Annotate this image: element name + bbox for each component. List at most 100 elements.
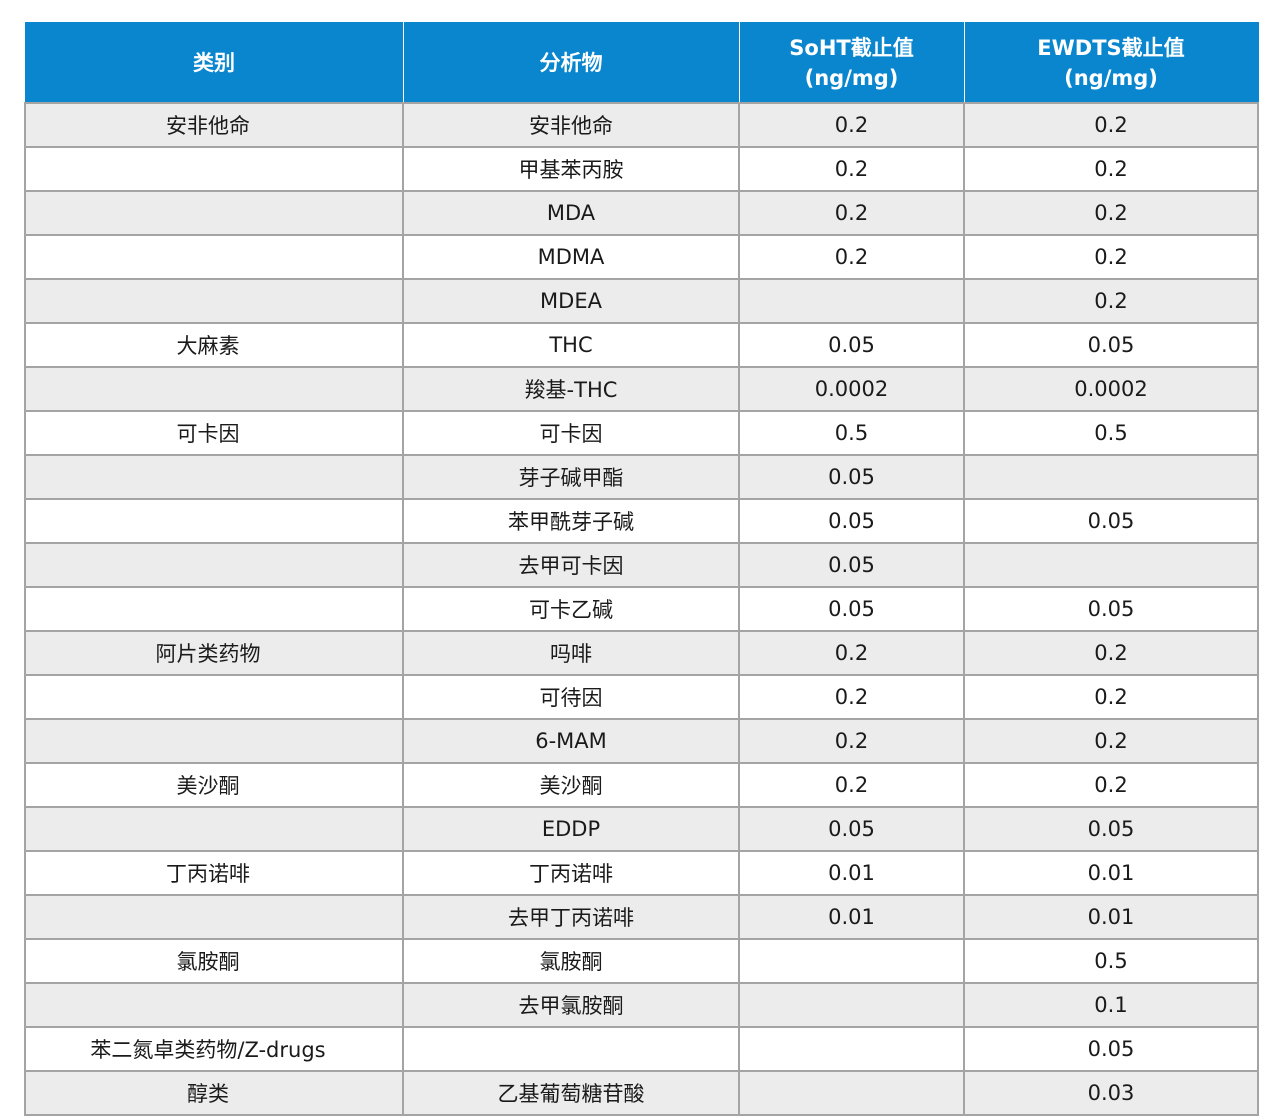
header-line: EWDTS截止值 bbox=[1037, 35, 1185, 60]
table-row: 去甲可卡因 0.05 bbox=[24, 542, 1259, 588]
table-row: 美沙酮 美沙酮 0.2 0.2 bbox=[24, 762, 1259, 808]
analyte-cell: 可待因 bbox=[402, 674, 740, 720]
category-cell: 氯胺酮 bbox=[24, 938, 404, 984]
category-cell bbox=[24, 366, 404, 412]
ewdts-cutoff-cell bbox=[963, 454, 1259, 500]
header-line: 分析物 bbox=[539, 50, 603, 75]
category-cell: 可卡因 bbox=[24, 410, 404, 456]
soht-cutoff-cell bbox=[738, 982, 965, 1028]
ewdts-cutoff-cell: 0.5 bbox=[963, 410, 1259, 456]
analyte-cell: 苯甲酰芽子碱 bbox=[402, 498, 740, 544]
ewdts-cutoff-cell: 0.2 bbox=[963, 234, 1259, 280]
analyte-cell: 吗啡 bbox=[402, 630, 740, 676]
soht-cutoff-cell: 0.0002 bbox=[738, 366, 965, 412]
ewdts-cutoff-cell: 0.01 bbox=[963, 894, 1259, 940]
category-cell bbox=[24, 454, 404, 500]
header-line: (ng/mg) bbox=[804, 65, 899, 90]
table-row: 大麻素 THC 0.05 0.05 bbox=[24, 322, 1259, 368]
analyte-cell bbox=[402, 1026, 740, 1072]
category-cell bbox=[24, 586, 404, 632]
category-cell bbox=[24, 278, 404, 324]
soht-cutoff-cell: 0.5 bbox=[738, 410, 965, 456]
soht-cutoff-cell: 0.05 bbox=[738, 454, 965, 500]
analyte-cell: 6-MAM bbox=[402, 718, 740, 764]
analyte-cell: THC bbox=[402, 322, 740, 368]
table-row: 芽子碱甲酯 0.05 bbox=[24, 454, 1259, 500]
category-cell bbox=[24, 542, 404, 588]
ewdts-cutoff-cell: 0.2 bbox=[963, 630, 1259, 676]
analyte-cell: MDA bbox=[402, 190, 740, 236]
table-row: 去甲氯胺酮 0.1 bbox=[24, 982, 1259, 1028]
table-row: 去甲丁丙诺啡 0.01 0.01 bbox=[24, 894, 1259, 940]
category-cell: 丁丙诺啡 bbox=[24, 850, 404, 896]
analyte-cell: 美沙酮 bbox=[402, 762, 740, 808]
table-row: 可待因 0.2 0.2 bbox=[24, 674, 1259, 720]
category-cell: 大麻素 bbox=[24, 322, 404, 368]
category-cell: 美沙酮 bbox=[24, 762, 404, 808]
ewdts-cutoff-cell: 0.2 bbox=[963, 190, 1259, 236]
analyte-cell: 羧基-THC bbox=[402, 366, 740, 412]
table-row: 阿片类药物 吗啡 0.2 0.2 bbox=[24, 630, 1259, 676]
ewdts-cutoff-cell: 0.2 bbox=[963, 718, 1259, 764]
table-row: 苯二氮卓类药物/Z-drugs 0.05 bbox=[24, 1026, 1259, 1072]
table-body: 安非他命 安非他命 0.2 0.2 甲基苯丙胺 0.2 0.2 MDA 0.2 0.2 MDMA 0.… bbox=[24, 102, 1259, 1116]
category-cell: 醇类 bbox=[24, 1070, 404, 1116]
table-row: 羧基-THC 0.0002 0.0002 bbox=[24, 366, 1259, 412]
category-cell: 阿片类药物 bbox=[24, 630, 404, 676]
analyte-cell: 可卡乙碱 bbox=[402, 586, 740, 632]
category-cell bbox=[24, 674, 404, 720]
ewdts-cutoff-cell: 0.05 bbox=[963, 322, 1259, 368]
category-cell bbox=[24, 498, 404, 544]
soht-cutoff-cell: 0.05 bbox=[738, 586, 965, 632]
analyte-cell: 安非他命 bbox=[402, 102, 740, 148]
soht-cutoff-cell: 0.2 bbox=[738, 630, 965, 676]
ewdts-cutoff-cell: 0.05 bbox=[963, 586, 1259, 632]
analyte-cell: 氯胺酮 bbox=[402, 938, 740, 984]
ewdts-cutoff-cell: 0.1 bbox=[963, 982, 1259, 1028]
soht-cutoff-cell: 0.05 bbox=[738, 806, 965, 852]
soht-cutoff-cell: 0.2 bbox=[738, 718, 965, 764]
category-cell: 安非他命 bbox=[24, 102, 404, 148]
category-cell bbox=[24, 982, 404, 1028]
soht-cutoff-cell: 0.01 bbox=[738, 894, 965, 940]
category-cell bbox=[24, 718, 404, 764]
table-row: MDA 0.2 0.2 bbox=[24, 190, 1259, 236]
analyte-cell: MDEA bbox=[402, 278, 740, 324]
header-line: 类别 bbox=[193, 50, 235, 75]
analyte-cell: 去甲氯胺酮 bbox=[402, 982, 740, 1028]
soht-cutoff-cell: 0.05 bbox=[738, 322, 965, 368]
ewdts-cutoff-cell: 0.0002 bbox=[963, 366, 1259, 412]
table-row: 丁丙诺啡 丁丙诺啡 0.01 0.01 bbox=[24, 850, 1259, 896]
category-cell: 苯二氮卓类药物/Z-drugs bbox=[24, 1026, 404, 1072]
soht-cutoff-cell: 0.2 bbox=[738, 762, 965, 808]
table-header: 类别 分析物 SoHT截止值 (ng/mg) EWDTS截止值 (ng/mg) bbox=[24, 22, 1259, 104]
ewdts-cutoff-cell: 0.5 bbox=[963, 938, 1259, 984]
analyte-cell: 去甲可卡因 bbox=[402, 542, 740, 588]
analyte-cell: 乙基葡萄糖苷酸 bbox=[402, 1070, 740, 1116]
table-row: 可卡乙碱 0.05 0.05 bbox=[24, 586, 1259, 632]
ewdts-cutoff-cell: 0.05 bbox=[963, 806, 1259, 852]
category-cell bbox=[24, 806, 404, 852]
header-line: (ng/mg) bbox=[1064, 65, 1158, 90]
table-row: EDDP 0.05 0.05 bbox=[24, 806, 1259, 852]
table-row: 苯甲酰芽子碱 0.05 0.05 bbox=[24, 498, 1259, 544]
ewdts-cutoff-cell: 0.2 bbox=[963, 674, 1259, 720]
table-row: 氯胺酮 氯胺酮 0.5 bbox=[24, 938, 1259, 984]
table-row: 6-MAM 0.2 0.2 bbox=[24, 718, 1259, 764]
analyte-cell: 可卡因 bbox=[402, 410, 740, 456]
category-cell bbox=[24, 190, 404, 236]
ewdts-cutoff-cell: 0.05 bbox=[963, 498, 1259, 544]
ewdts-cutoff-cell: 0.2 bbox=[963, 102, 1259, 148]
soht-cutoff-cell bbox=[738, 1026, 965, 1072]
header-soht-cutoff: SoHT截止值 (ng/mg) bbox=[738, 22, 965, 104]
header-row: 类别 分析物 SoHT截止值 (ng/mg) EWDTS截止值 (ng/mg) bbox=[24, 22, 1259, 104]
ewdts-cutoff-cell: 0.05 bbox=[963, 1026, 1259, 1072]
soht-cutoff-cell: 0.2 bbox=[738, 234, 965, 280]
category-cell bbox=[24, 894, 404, 940]
table-row: 醇类 乙基葡萄糖苷酸 0.03 bbox=[24, 1070, 1259, 1116]
category-cell bbox=[24, 146, 404, 192]
analyte-cell: 去甲丁丙诺啡 bbox=[402, 894, 740, 940]
header-line: SoHT截止值 bbox=[789, 35, 914, 60]
ewdts-cutoff-cell: 0.2 bbox=[963, 278, 1259, 324]
ewdts-cutoff-cell: 0.2 bbox=[963, 762, 1259, 808]
